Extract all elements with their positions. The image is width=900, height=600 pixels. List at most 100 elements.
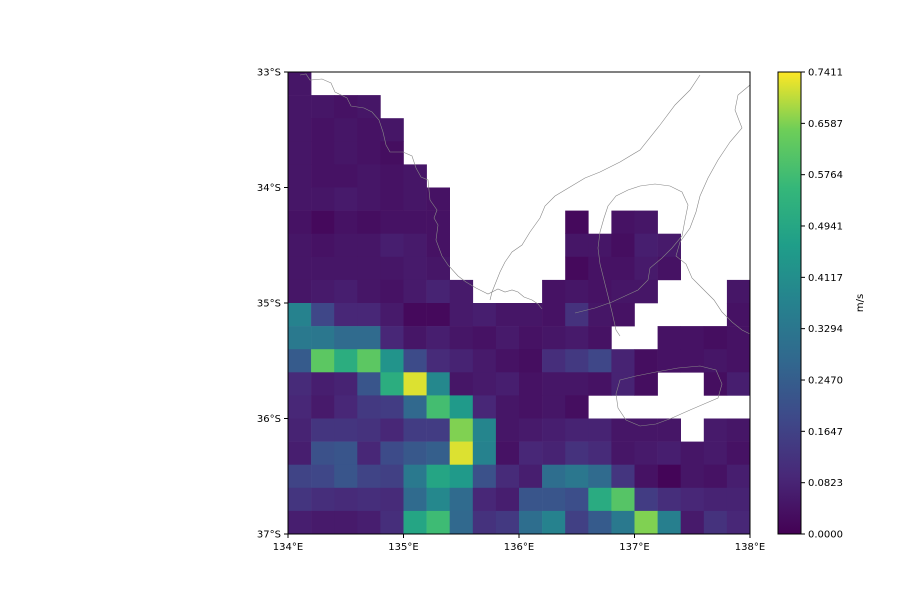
heatmap-cell: [334, 326, 358, 350]
heatmap-cell: [311, 487, 335, 512]
y-tick-label: 37°S: [257, 530, 281, 541]
coastline-kangaroo-island: [615, 365, 723, 427]
heatmap-cell: [472, 303, 497, 327]
heatmap-cell: [472, 418, 497, 442]
heatmap-cell: [565, 487, 589, 512]
heatmap-cell: [334, 441, 358, 465]
heatmap-cell: [357, 441, 381, 465]
heatmap-cell: [426, 372, 450, 396]
heatmap-cell: [565, 326, 589, 350]
heatmap-cell: [588, 487, 612, 512]
heatmap-cell: [311, 303, 335, 327]
heatmap-cell: [472, 487, 497, 512]
heatmap-cell: [495, 372, 520, 396]
heatmap-cell: [680, 487, 705, 512]
heatmap-cell: [357, 487, 381, 512]
heatmap-cell: [426, 303, 450, 327]
heatmap-cell: [519, 441, 543, 465]
heatmap-cell: [334, 464, 358, 489]
heatmap-cell: [565, 256, 589, 281]
heatmap-cell: [288, 372, 312, 396]
heatmap-cell: [403, 279, 427, 304]
heatmap-cell: [726, 303, 751, 327]
heatmap-cell: [726, 326, 751, 350]
heatmap-cell: [703, 326, 728, 350]
heatmap-cell: [472, 349, 497, 373]
y-tick-label: 35°S: [257, 299, 281, 310]
heatmap-cell: [542, 510, 566, 535]
x-axis: 134°E 135°E 136°E 137°E 138°E: [273, 534, 765, 553]
heatmap-cell: [634, 233, 658, 258]
heatmap-cell: [357, 395, 381, 419]
heatmap-cell: [403, 395, 427, 419]
heatmap-cell: [403, 303, 427, 327]
heatmap-cell: [472, 372, 497, 396]
heatmap-cell: [588, 279, 612, 304]
heatmap-cell: [449, 464, 474, 489]
heatmap-cell: [588, 256, 612, 281]
colorbar-tick-label: 0.3294: [808, 324, 843, 335]
heatmap-cell: [495, 464, 520, 489]
heatmap-cell: [357, 118, 381, 142]
heatmap-cell: [726, 441, 751, 465]
heatmap-cell: [634, 349, 658, 373]
heatmap-cell: [288, 256, 312, 281]
heatmap-cell: [357, 372, 381, 396]
heatmap-cell: [611, 372, 635, 396]
heatmap-cell: [611, 210, 635, 234]
heatmap-cell: [380, 464, 404, 489]
heatmap-cell: [472, 326, 497, 350]
heatmap-cell: [311, 233, 335, 258]
heatmap-cell: [334, 233, 358, 258]
heatmap-cell: [380, 164, 404, 188]
heatmap-cell: [726, 349, 751, 373]
heatmap-cell: [634, 418, 658, 442]
heatmap-cell: [311, 326, 335, 350]
heatmap-cell: [634, 372, 658, 396]
heatmap-cell: [380, 487, 404, 512]
heatmap-cell: [288, 487, 312, 512]
heatmap-cell: [588, 510, 612, 535]
heatmap-cell: [542, 372, 566, 396]
heatmap-cell: [565, 510, 589, 535]
coastline-eyre-peninsula: [299, 73, 543, 310]
heatmap-cell: [403, 418, 427, 442]
heatmap-cell: [403, 233, 427, 258]
heatmap-cell: [449, 418, 474, 442]
heatmap-cell: [657, 441, 681, 465]
heatmap-cell: [403, 441, 427, 465]
heatmap-cell: [472, 441, 497, 465]
heatmap-cell: [680, 510, 705, 535]
heatmap-cell: [449, 372, 474, 396]
heatmap-cell: [311, 210, 335, 234]
heatmap-cell: [703, 349, 728, 373]
heatmap-cell: [495, 395, 520, 419]
heatmap-cell: [311, 279, 335, 304]
heatmap-cell: [449, 487, 474, 512]
heatmap-cell: [334, 510, 358, 535]
heatmap-cell: [519, 303, 543, 327]
heatmap-cell: [334, 487, 358, 512]
heatmap-cell: [449, 303, 474, 327]
heatmap-cell: [657, 487, 681, 512]
heatmap-cell: [334, 303, 358, 327]
heatmap-cell: [311, 187, 335, 211]
heatmap-cell: [565, 372, 589, 396]
heatmap-cell: [542, 395, 566, 419]
colorbar-tick-label: 0.7411: [808, 68, 843, 79]
y-tick-label: 33°S: [257, 68, 281, 79]
heatmap-cell: [449, 441, 474, 465]
heatmap-cell: [403, 326, 427, 350]
heatmap-cell: [403, 210, 427, 234]
heatmap-cell: [472, 510, 497, 535]
heatmap-cell: [565, 233, 589, 258]
heatmap-cell: [588, 303, 612, 327]
heatmap-cell: [403, 487, 427, 512]
heatmap-cell: [657, 256, 681, 281]
heatmap-cell: [611, 233, 635, 258]
heatmap-cell: [519, 326, 543, 350]
heatmap-cell: [403, 187, 427, 211]
heatmap-cell: [334, 118, 358, 142]
heatmap-cell: [426, 349, 450, 373]
